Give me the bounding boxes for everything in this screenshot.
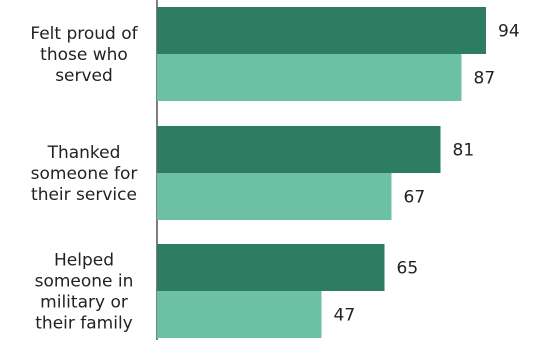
value-label-0-1: 87 (474, 69, 496, 89)
category-label-1: Thanked someone for their service (31, 143, 138, 205)
bar-0-1 (157, 54, 462, 101)
category-label-line: those who (40, 45, 128, 65)
category-label-line: served (55, 66, 113, 86)
category-label-line: someone in (35, 272, 134, 292)
category-label-line: someone for (31, 164, 138, 184)
category-label-0: Felt proud of those who served (30, 24, 138, 86)
category-label-line: military or (40, 293, 128, 313)
value-label-1-0: 81 (453, 141, 475, 161)
category-label-line: Helped (54, 251, 114, 271)
bar-1-0 (157, 126, 441, 173)
bar-1-1 (157, 173, 392, 220)
bar-2-1 (157, 291, 322, 338)
value-label-1-1: 67 (404, 188, 426, 208)
category-label-line: Thanked (47, 143, 121, 163)
bar-group (157, 7, 486, 338)
value-label-2-1: 47 (334, 306, 356, 326)
bar-2-0 (157, 244, 385, 291)
category-label-line: their service (31, 185, 137, 205)
value-label-0-0: 94 (498, 22, 520, 42)
label-group: 94 87 Felt proud of those who served 81 67 Than… (30, 22, 519, 334)
value-label-2-0: 65 (397, 259, 419, 279)
category-label-line: their family (35, 314, 132, 334)
bar-0-0 (157, 7, 486, 54)
category-label-line: Felt proud of (30, 24, 138, 44)
category-label-2: Helped someone in military or their family (35, 251, 134, 334)
